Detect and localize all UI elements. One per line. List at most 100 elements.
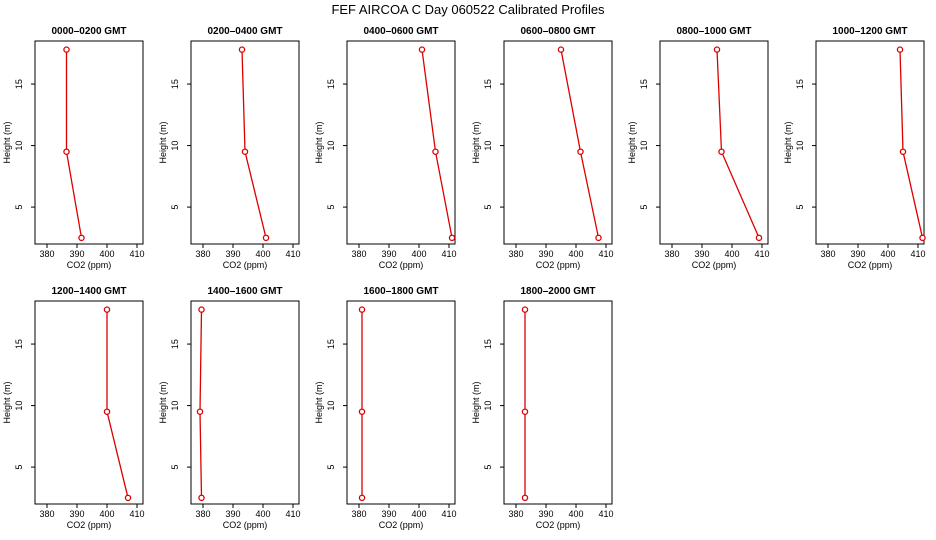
y-tick-label: 10 <box>639 141 649 151</box>
y-axis-label: Height (m) <box>158 381 168 423</box>
data-point <box>755 234 763 242</box>
y-tick-label: 10 <box>326 401 336 411</box>
y-tick-label: 5 <box>14 465 24 470</box>
x-tick-label: 400 <box>99 509 114 519</box>
x-tick-label: 400 <box>411 509 426 519</box>
y-tick-label: 5 <box>639 205 649 210</box>
x-tick-label: 380 <box>820 249 835 259</box>
y-tick-label: 5 <box>170 465 180 470</box>
y-tick-label: 15 <box>14 79 24 89</box>
data-point <box>713 46 721 53</box>
x-tick-label: 400 <box>568 249 583 259</box>
panel-title: 0200–0400 GMT <box>207 26 282 37</box>
y-tick-label: 15 <box>326 79 336 89</box>
x-tick-label: 390 <box>850 249 865 259</box>
data-point <box>896 46 904 53</box>
plot-frame <box>190 40 300 245</box>
y-tick-label: 10 <box>170 401 180 411</box>
panel-title: 1600–1800 GMT <box>363 286 438 297</box>
x-axis-label: CO2 (ppm) <box>223 520 268 530</box>
x-axis-label: CO2 (ppm) <box>67 260 112 270</box>
x-tick-label: 400 <box>255 509 270 519</box>
profile-line <box>421 49 453 238</box>
x-tick-label: 410 <box>441 509 456 519</box>
plot-frame <box>659 40 769 245</box>
y-tick-label: 5 <box>14 205 24 210</box>
x-tick-label: 400 <box>411 249 426 259</box>
y-axis-label: Height (m) <box>471 121 481 163</box>
y-tick-label: 10 <box>483 401 493 411</box>
y-tick-label: 10 <box>14 401 24 411</box>
x-tick-label: 410 <box>441 249 456 259</box>
data-point <box>358 494 366 502</box>
x-tick-label: 380 <box>508 249 523 259</box>
panel-title: 1000–1200 GMT <box>832 26 907 37</box>
data-point <box>198 306 205 313</box>
x-tick-label: 400 <box>568 509 583 519</box>
plot-frame <box>34 40 144 245</box>
panel-title: 0800–1000 GMT <box>676 26 751 37</box>
profile-line <box>199 309 203 498</box>
y-axis-label: Height (m) <box>627 121 637 163</box>
x-tick-label: 410 <box>754 249 769 259</box>
panel-6: 1000–1200 GMT 380 390 400 410 CO2 (ppm) 5 10 15 H… <box>783 26 926 270</box>
data-point <box>198 494 205 502</box>
panel-3: 0400–0600 GMT 380 390 400 410 CO2 (ppm) 5 10 15 H… <box>314 26 457 270</box>
y-axis-label: Height (m) <box>2 381 12 423</box>
panel-9: 1600–1800 GMT 380 390 400 410 CO2 (ppm) 5 10 15 H… <box>314 286 457 530</box>
x-tick-label: 380 <box>39 509 54 519</box>
x-tick-label: 390 <box>538 509 553 519</box>
plot-frame <box>503 40 613 245</box>
profile-line <box>716 49 760 239</box>
y-axis-label: Height (m) <box>471 381 481 423</box>
plot-frame <box>346 300 456 505</box>
profile-line <box>241 49 267 238</box>
data-point <box>448 234 456 242</box>
y-tick-label: 15 <box>483 339 493 349</box>
x-axis-label: CO2 (ppm) <box>223 260 268 270</box>
page-title: FEF AIRCOA C Day 060522 Calibrated Profi… <box>331 2 605 17</box>
x-tick-label: 390 <box>694 249 709 259</box>
y-axis-label: Height (m) <box>314 381 324 423</box>
x-tick-label: 380 <box>351 509 366 519</box>
y-tick-label: 5 <box>326 465 336 470</box>
x-tick-label: 380 <box>195 509 210 519</box>
y-tick-label: 15 <box>795 79 805 89</box>
y-tick-label: 5 <box>326 205 336 210</box>
data-point <box>124 494 132 502</box>
panel-title: 1200–1400 GMT <box>51 286 126 297</box>
panel-5: 0800–1000 GMT 380 390 400 410 CO2 (ppm) 5 10 15 H… <box>627 26 770 270</box>
profile-line <box>899 49 924 238</box>
x-axis-label: CO2 (ppm) <box>379 260 424 270</box>
x-tick-label: 390 <box>225 249 240 259</box>
data-point <box>557 46 565 53</box>
panel-title: 0600–0800 GMT <box>520 26 595 37</box>
data-point <box>358 408 366 415</box>
data-point <box>577 148 584 155</box>
data-point <box>418 46 426 53</box>
plot-frame <box>190 300 300 505</box>
profile-line <box>560 49 600 238</box>
x-tick-label: 410 <box>129 509 144 519</box>
data-point <box>63 46 70 53</box>
data-point <box>196 408 204 415</box>
data-point <box>238 46 246 53</box>
x-tick-label: 410 <box>910 249 925 259</box>
y-tick-label: 10 <box>483 141 493 151</box>
data-point <box>432 148 439 155</box>
y-tick-label: 15 <box>14 339 24 349</box>
x-tick-label: 390 <box>538 249 553 259</box>
data-point <box>63 148 70 155</box>
panel-10: 1800–2000 GMT 380 390 400 410 CO2 (ppm) 5 10 15 H… <box>471 286 614 530</box>
panel-1: 0000–0200 GMT 380 390 400 410 CO2 (ppm) 5 10 15 H… <box>2 26 145 270</box>
data-point <box>78 234 85 242</box>
y-tick-label: 5 <box>483 205 493 210</box>
y-tick-label: 5 <box>795 205 805 210</box>
y-tick-label: 5 <box>483 465 493 470</box>
panel-8: 1400–1600 GMT 380 390 400 410 CO2 (ppm) 5 10 15 H… <box>158 286 301 530</box>
x-tick-label: 380 <box>508 509 523 519</box>
profile-line <box>65 49 83 238</box>
y-tick-label: 10 <box>795 141 805 151</box>
data-point <box>262 234 270 242</box>
